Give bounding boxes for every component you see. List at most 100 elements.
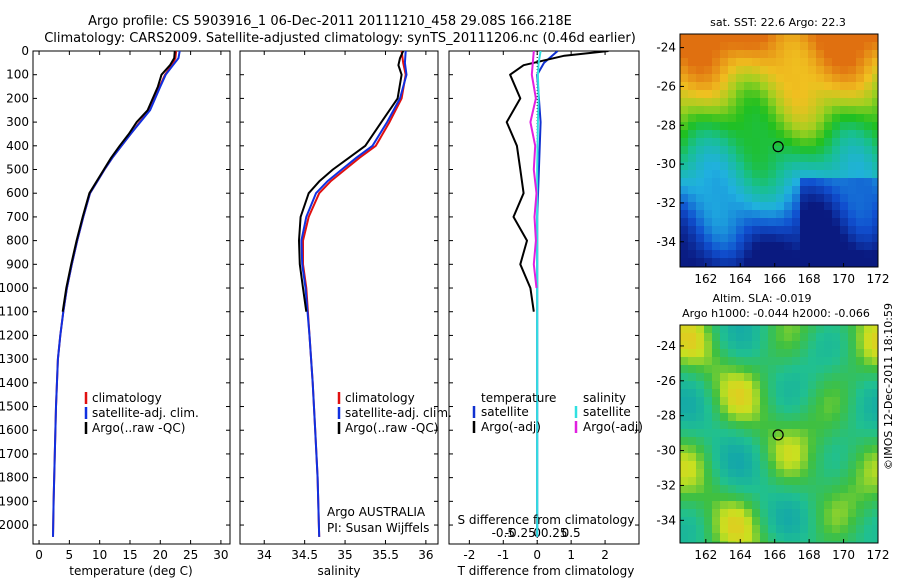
sst-cell — [704, 130, 712, 138]
sst-cell — [808, 154, 816, 162]
sla-cell — [792, 453, 800, 461]
salinity-xlabel: salinity — [317, 564, 360, 578]
sst-cell — [840, 194, 848, 202]
difference-axes — [448, 50, 640, 545]
sst-cell — [832, 66, 840, 74]
sst-cell — [728, 42, 736, 50]
sla-cell — [744, 357, 752, 365]
sst-cell — [704, 98, 712, 106]
sst-cell — [720, 138, 728, 146]
sla-cell — [696, 453, 704, 461]
salinity-series — [298, 51, 408, 537]
sst-cell — [760, 82, 768, 90]
sla-cell — [808, 541, 816, 543]
sla-cell — [760, 357, 768, 365]
sst-cell — [784, 162, 792, 170]
sst-cell — [840, 234, 848, 242]
sst-cell — [824, 114, 832, 122]
sst-cell — [760, 234, 768, 242]
sla-cell — [760, 541, 768, 543]
sla-cell — [736, 357, 744, 365]
sla-cell — [808, 501, 816, 509]
x-tick-label: 15 — [122, 548, 137, 562]
sst-cell — [816, 226, 824, 234]
sst-cell — [768, 154, 776, 162]
sla-cell — [680, 461, 688, 469]
sla-cell — [840, 533, 848, 541]
sla-cell — [760, 461, 768, 469]
y-tick-label: 1600 — [0, 423, 29, 437]
sla-cell — [712, 477, 720, 485]
sla-cell — [768, 405, 776, 413]
sla-cell — [864, 381, 872, 389]
sla-cell — [872, 397, 878, 405]
sla-cell — [768, 501, 776, 509]
sst-cell — [840, 242, 848, 250]
sla-cell — [808, 333, 816, 341]
sla-cell — [864, 437, 872, 445]
sla-cell — [800, 365, 808, 373]
sla-cell — [784, 437, 792, 445]
sst-cell — [872, 234, 878, 242]
sst-cell — [768, 170, 776, 178]
sst-cell — [696, 234, 704, 242]
sla-cell — [808, 517, 816, 525]
sst-cell — [688, 50, 696, 58]
sst-cell — [680, 50, 688, 58]
sla-cell — [728, 437, 736, 445]
sla-cell — [696, 541, 704, 543]
sst-cell — [688, 162, 696, 170]
x2-tick-label: -0.25 — [505, 526, 536, 540]
y-tick-label: 600 — [6, 186, 29, 200]
sla-cell — [808, 381, 816, 389]
sla-cell — [712, 405, 720, 413]
sla-cell — [800, 509, 808, 517]
sla-cell — [784, 357, 792, 365]
sst-cell — [848, 186, 856, 194]
sla-cell — [704, 421, 712, 429]
sst-cell — [816, 82, 824, 90]
sla-cell — [776, 469, 784, 477]
sst-cell — [872, 90, 878, 98]
sla-cell — [824, 397, 832, 405]
sla-cell — [800, 501, 808, 509]
sla-cell — [728, 517, 736, 525]
x-tick-label: 172 — [867, 548, 890, 562]
sst-cell — [792, 34, 800, 42]
sla-cell — [872, 437, 878, 445]
sla-cell — [792, 525, 800, 533]
sst-cell — [704, 202, 712, 210]
sst-cell — [704, 170, 712, 178]
sst-cell — [792, 154, 800, 162]
sst-cell — [824, 58, 832, 66]
sla-cell — [696, 501, 704, 509]
sla-cell — [752, 485, 760, 493]
sla-cell — [728, 357, 736, 365]
sla-map — [680, 325, 878, 543]
sst-cell — [864, 90, 872, 98]
sla-cell — [712, 493, 720, 501]
sla-cell — [728, 397, 736, 405]
sst-cell — [696, 154, 704, 162]
sst-cell — [832, 250, 840, 258]
sst-cell — [864, 66, 872, 74]
sla-cell — [832, 517, 840, 525]
sla-cell — [776, 437, 784, 445]
sst-cell — [832, 218, 840, 226]
sst-cell — [800, 82, 808, 90]
sla-cell — [752, 469, 760, 477]
sst-cell — [816, 202, 824, 210]
sla-cell — [696, 341, 704, 349]
sst-cell — [800, 50, 808, 58]
sst-cell — [800, 98, 808, 106]
sla-cell — [848, 437, 856, 445]
sla-cell — [864, 541, 872, 543]
sla-cell — [864, 525, 872, 533]
sla-cell — [840, 469, 848, 477]
y-tick-label: -34 — [656, 513, 676, 527]
sla-cell — [848, 501, 856, 509]
sst-cell — [808, 98, 816, 106]
sst-cell — [728, 58, 736, 66]
sst-cell — [776, 170, 784, 178]
sla-cell — [704, 365, 712, 373]
